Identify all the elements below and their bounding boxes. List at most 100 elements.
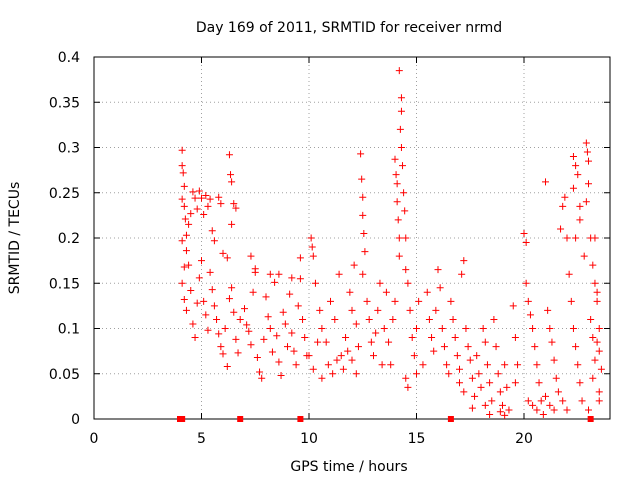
data-point bbox=[499, 401, 506, 409]
data-point bbox=[380, 325, 388, 332]
data-point bbox=[178, 237, 186, 245]
data-point bbox=[585, 180, 592, 188]
data-point bbox=[206, 268, 214, 276]
data-point bbox=[262, 293, 270, 301]
data-point bbox=[206, 195, 214, 203]
data-point bbox=[468, 404, 476, 412]
data-point bbox=[401, 207, 409, 215]
data-point bbox=[397, 144, 405, 151]
data-point bbox=[561, 193, 569, 201]
data-point bbox=[198, 257, 205, 265]
baseline-marker bbox=[297, 416, 304, 422]
data-point bbox=[363, 297, 371, 305]
data-point bbox=[361, 248, 369, 256]
data-point bbox=[464, 343, 472, 351]
data-point bbox=[462, 325, 470, 332]
data-point bbox=[352, 370, 360, 378]
x-tick-label: 10 bbox=[300, 431, 318, 447]
data-point bbox=[301, 334, 309, 342]
data-point bbox=[339, 365, 347, 373]
data-point bbox=[520, 229, 528, 237]
data-point bbox=[251, 265, 259, 273]
data-point bbox=[318, 325, 326, 332]
data-point bbox=[189, 320, 197, 328]
data-point bbox=[563, 406, 571, 414]
data-point bbox=[228, 284, 236, 292]
data-point bbox=[208, 286, 216, 294]
data-point bbox=[445, 370, 453, 378]
data-point bbox=[225, 295, 233, 303]
data-point bbox=[569, 153, 577, 161]
data-point bbox=[180, 202, 188, 210]
data-point bbox=[548, 338, 556, 346]
y-tick-label: 0 bbox=[71, 412, 80, 428]
data-point bbox=[569, 184, 577, 192]
y-tick-label: 0.35 bbox=[49, 95, 80, 111]
baseline-marker bbox=[179, 416, 186, 422]
data-point bbox=[524, 397, 532, 405]
data-point bbox=[578, 397, 586, 405]
data-point bbox=[595, 397, 603, 405]
data-point bbox=[436, 284, 444, 292]
data-point bbox=[365, 315, 373, 323]
data-point bbox=[479, 325, 487, 332]
data-point bbox=[232, 204, 240, 212]
data-point bbox=[182, 247, 190, 255]
data-point bbox=[348, 356, 356, 364]
data-point bbox=[247, 341, 255, 349]
data-point bbox=[396, 125, 404, 133]
data-point bbox=[311, 279, 319, 287]
data-point bbox=[360, 229, 368, 237]
data-point bbox=[574, 171, 582, 179]
data-point bbox=[241, 305, 248, 313]
data-point bbox=[583, 148, 591, 156]
data-point bbox=[526, 311, 534, 319]
data-point bbox=[230, 200, 238, 208]
data-point bbox=[473, 352, 481, 360]
data-point bbox=[402, 266, 410, 274]
data-point bbox=[268, 348, 276, 356]
data-point bbox=[496, 388, 504, 396]
data-point bbox=[358, 175, 366, 183]
x-tick-label: 20 bbox=[515, 431, 533, 447]
data-point bbox=[195, 274, 203, 282]
data-point bbox=[292, 361, 300, 369]
data-point bbox=[432, 306, 440, 314]
data-point bbox=[335, 270, 343, 278]
data-point bbox=[223, 254, 231, 262]
data-point bbox=[182, 231, 190, 239]
data-point bbox=[189, 188, 197, 196]
data-point bbox=[582, 198, 590, 206]
data-point bbox=[402, 374, 410, 382]
data-point bbox=[451, 334, 459, 342]
data-point bbox=[314, 338, 322, 346]
data-point bbox=[329, 370, 337, 378]
data-point bbox=[529, 401, 537, 409]
data-point bbox=[357, 150, 365, 158]
data-point bbox=[488, 397, 496, 405]
data-point bbox=[511, 334, 519, 342]
data-point bbox=[481, 338, 489, 346]
data-point bbox=[178, 146, 186, 154]
data-point bbox=[210, 302, 218, 310]
baseline-marker bbox=[587, 416, 594, 422]
data-point bbox=[378, 361, 386, 369]
data-point bbox=[180, 296, 188, 304]
data-point bbox=[236, 315, 244, 323]
data-point bbox=[582, 139, 590, 147]
data-point bbox=[288, 329, 296, 337]
data-point bbox=[392, 171, 400, 179]
data-point bbox=[204, 202, 212, 210]
data-point bbox=[572, 162, 580, 170]
data-point bbox=[227, 171, 235, 179]
data-point bbox=[219, 249, 227, 257]
data-point bbox=[316, 306, 324, 314]
y-tick-label: 0.15 bbox=[49, 276, 80, 292]
data-point bbox=[389, 315, 397, 323]
data-point bbox=[352, 320, 360, 328]
data-point bbox=[385, 338, 393, 346]
plot-frame bbox=[93, 56, 611, 420]
data-point bbox=[234, 349, 242, 357]
data-point bbox=[554, 388, 562, 396]
data-point bbox=[198, 194, 205, 202]
